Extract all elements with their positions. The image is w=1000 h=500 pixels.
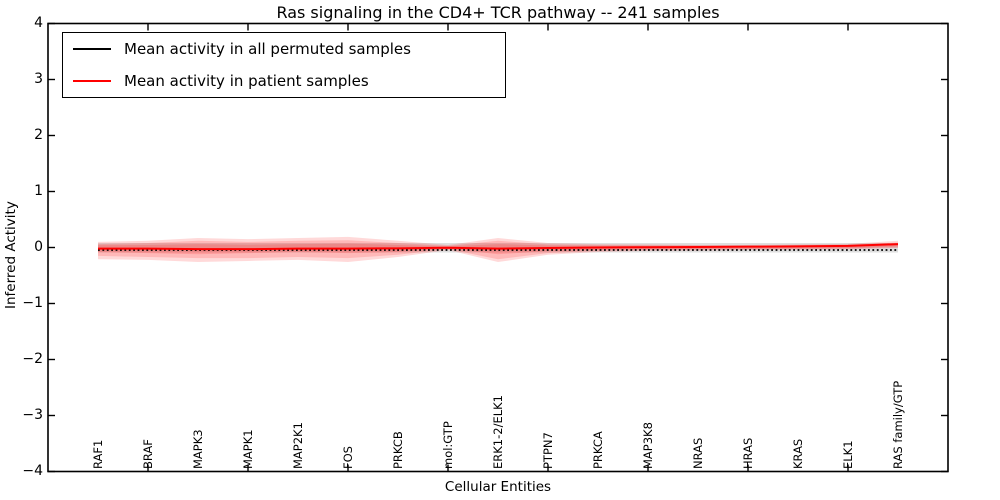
x-tick-label: KRAS: [790, 438, 805, 469]
black-line-swatch-icon: [73, 48, 111, 51]
y-tick-label: 4: [34, 15, 43, 31]
y-tick-label: −4: [22, 463, 43, 479]
y-tick-label: 1: [34, 183, 43, 199]
x-tick-label: HRAS: [740, 437, 755, 469]
x-tick-label: ELK1: [840, 440, 855, 469]
x-tick-label: MAP2K1: [290, 422, 305, 469]
x-tick-label: ERK1-2/ELK1: [490, 395, 505, 469]
x-tick-label: RAF1: [90, 439, 105, 469]
x-tick-label: MAP3K8: [640, 422, 655, 469]
x-tick-label: NRAS: [690, 437, 705, 469]
legend-label: Mean activity in patient samples: [124, 71, 369, 90]
chart-title: Ras signaling in the CD4+ TCR pathway --…: [276, 3, 720, 22]
y-tick-label: 3: [34, 71, 43, 87]
legend-item-permuted: Mean activity in all permuted samples: [63, 34, 505, 64]
x-axis-label: Cellular Entities: [444, 479, 552, 495]
legend: Mean activity in all permuted samples Me…: [62, 32, 506, 98]
x-tick-label: BRAF: [140, 439, 155, 469]
legend-label: Mean activity in all permuted samples: [124, 40, 411, 59]
x-tick-label: PTPN7: [540, 432, 555, 469]
y-tick-label: −2: [22, 351, 43, 367]
red-line-swatch-icon: [73, 79, 111, 82]
patient-band-middle: [98, 240, 898, 260]
x-tick-label: mol:GTP: [440, 421, 455, 469]
y-tick-label: 2: [34, 127, 43, 143]
x-tick-label: MAPK3: [190, 429, 205, 469]
y-tick-label: −3: [22, 407, 43, 423]
y-tick-label: −1: [22, 295, 43, 311]
x-tick-label: PRKCA: [590, 431, 605, 469]
y-tick-label: 0: [34, 239, 43, 255]
legend-item-patient: Mean activity in patient samples: [63, 66, 505, 96]
x-tick-label: PRKCB: [390, 431, 405, 469]
x-tick-label: RAS family/GTP: [890, 380, 905, 469]
x-tick-label: FOS: [340, 446, 355, 469]
x-tick-label: MAPK1: [240, 429, 255, 469]
patient-mean-line: [98, 243, 899, 251]
